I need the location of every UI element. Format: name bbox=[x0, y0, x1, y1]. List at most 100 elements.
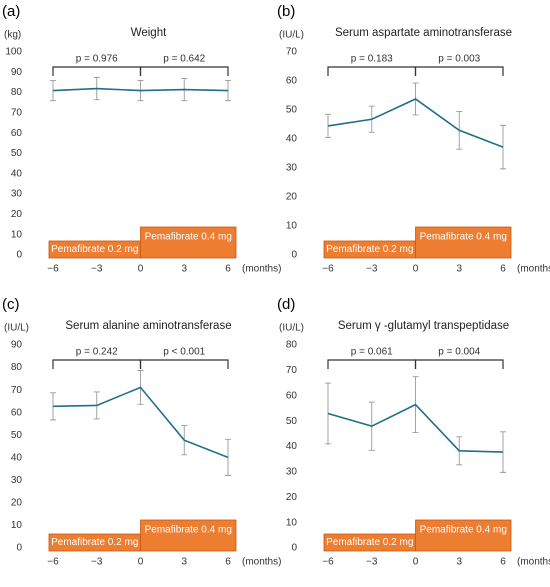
y-tick-label: 40 bbox=[11, 452, 23, 463]
x-tick-label: −3 bbox=[91, 264, 103, 275]
bracket bbox=[327, 66, 417, 76]
y-tick-label: 30 bbox=[286, 467, 298, 478]
y-tick-label: 40 bbox=[11, 168, 23, 179]
panel-label: (d) bbox=[277, 296, 295, 313]
x-tick-label: −6 bbox=[322, 264, 334, 275]
y-unit: (IU/L) bbox=[4, 323, 29, 334]
x-tick-label: 3 bbox=[456, 264, 462, 275]
x-tick-label: 6 bbox=[225, 557, 231, 568]
phase-box bbox=[140, 226, 237, 259]
phase-label: Pemafibrate 0.4 mg bbox=[145, 525, 232, 536]
y-unit: (IU/L) bbox=[279, 30, 304, 41]
y-tick-label: 60 bbox=[11, 128, 23, 139]
y-tick-label: 50 bbox=[286, 416, 298, 427]
x-unit: (months) bbox=[517, 264, 550, 275]
y-tick-label: 0 bbox=[16, 543, 22, 554]
y-tick-label: 70 bbox=[11, 385, 23, 396]
p-value: p = 0.004 bbox=[438, 347, 480, 358]
p-value: p = 0.242 bbox=[76, 347, 118, 358]
y-tick-label: 0 bbox=[291, 250, 297, 261]
x-tick-label: −6 bbox=[47, 557, 59, 568]
error-bar bbox=[500, 431, 506, 473]
x-tick-label: 6 bbox=[500, 557, 506, 568]
x-tick-label: −3 bbox=[366, 557, 378, 568]
y-tick-label: 20 bbox=[11, 209, 23, 220]
x-tick-label: 0 bbox=[413, 264, 419, 275]
x-tick-label: 3 bbox=[181, 557, 187, 568]
y-tick-label: 10 bbox=[286, 221, 298, 232]
data-line bbox=[52, 87, 229, 92]
y-tick-label: 10 bbox=[286, 517, 298, 528]
x-tick-label: 3 bbox=[456, 557, 462, 568]
p-value: p = 0.003 bbox=[438, 54, 480, 65]
y-tick-label: 40 bbox=[286, 441, 298, 452]
x-tick-label: −3 bbox=[366, 264, 378, 275]
x-tick-label: −6 bbox=[47, 264, 59, 275]
chart-title: Serum γ -glutamyl transpeptidase bbox=[338, 320, 509, 332]
bracket bbox=[414, 66, 504, 76]
phase-box bbox=[140, 519, 237, 552]
y-tick-label: 10 bbox=[11, 229, 23, 240]
p-value: p = 0.183 bbox=[351, 54, 393, 65]
p-value: p = 0.642 bbox=[163, 54, 205, 65]
data-line bbox=[327, 98, 504, 148]
y-tick-label: 20 bbox=[11, 498, 23, 509]
chart-title: Serum alanine aminotransferase bbox=[65, 320, 231, 332]
y-tick-label: 30 bbox=[11, 475, 23, 486]
y-tick-label: 60 bbox=[11, 407, 23, 418]
y-tick-label: 0 bbox=[291, 543, 297, 554]
phase-label: Pemafibrate 0.4 mg bbox=[420, 525, 507, 536]
y-tick-label: 50 bbox=[286, 105, 298, 116]
x-tick-label: 0 bbox=[138, 557, 144, 568]
y-tick-label: 0 bbox=[16, 250, 22, 261]
x-tick-label: 6 bbox=[500, 264, 506, 275]
phase-label: Pemafibrate 0.4 mg bbox=[145, 232, 232, 243]
y-tick-label: 100 bbox=[5, 47, 22, 58]
y-tick-label: 60 bbox=[286, 76, 298, 87]
panel-label: (c) bbox=[2, 296, 20, 313]
phase-label: Pemafibrate 0.2 mg bbox=[51, 244, 138, 255]
y-tick-label: 90 bbox=[11, 67, 23, 78]
x-tick-label: 3 bbox=[181, 264, 187, 275]
y-unit: (kg) bbox=[4, 30, 21, 41]
bracket bbox=[414, 359, 504, 369]
chart-title: Weight bbox=[131, 27, 167, 39]
data-line bbox=[52, 386, 229, 459]
y-tick-label: 60 bbox=[286, 390, 298, 401]
bracket bbox=[52, 359, 142, 369]
x-unit: (months) bbox=[517, 557, 550, 568]
y-tick-label: 70 bbox=[11, 108, 23, 119]
y-tick-label: 20 bbox=[286, 492, 298, 503]
bracket bbox=[327, 359, 417, 369]
y-tick-label: 80 bbox=[286, 340, 298, 351]
y-tick-label: 40 bbox=[286, 134, 298, 145]
panel-label: (b) bbox=[277, 3, 295, 20]
phase-label: Pemafibrate 0.2 mg bbox=[51, 537, 138, 548]
y-tick-label: 10 bbox=[11, 520, 23, 531]
x-tick-label: −3 bbox=[91, 557, 103, 568]
p-value: p = 0.976 bbox=[76, 54, 118, 65]
p-value: p = 0.061 bbox=[351, 347, 393, 358]
chart-title: Serum aspartate aminotransferase bbox=[335, 27, 512, 39]
y-unit: (IU/L) bbox=[279, 323, 304, 334]
y-tick-label: 50 bbox=[11, 148, 23, 159]
x-tick-label: −6 bbox=[322, 557, 334, 568]
y-tick-label: 90 bbox=[11, 340, 23, 351]
x-unit: (months) bbox=[242, 557, 281, 568]
y-tick-label: 50 bbox=[11, 430, 23, 441]
phase-label: Pemafibrate 0.2 mg bbox=[326, 537, 413, 548]
y-tick-label: 70 bbox=[286, 365, 298, 376]
phase-box bbox=[415, 519, 512, 552]
data-line bbox=[327, 403, 504, 453]
phase-label: Pemafibrate 0.2 mg bbox=[326, 244, 413, 255]
x-tick-label: 0 bbox=[413, 557, 419, 568]
panel-label: (a) bbox=[2, 3, 20, 20]
phase-label: Pemafibrate 0.4 mg bbox=[420, 232, 507, 243]
bracket bbox=[139, 66, 229, 76]
y-tick-label: 80 bbox=[11, 87, 23, 98]
y-tick-label: 20 bbox=[286, 192, 298, 203]
x-tick-label: 6 bbox=[225, 264, 231, 275]
y-tick-label: 70 bbox=[286, 47, 298, 58]
y-tick-label: 80 bbox=[11, 362, 23, 373]
x-tick-label: 0 bbox=[138, 264, 144, 275]
